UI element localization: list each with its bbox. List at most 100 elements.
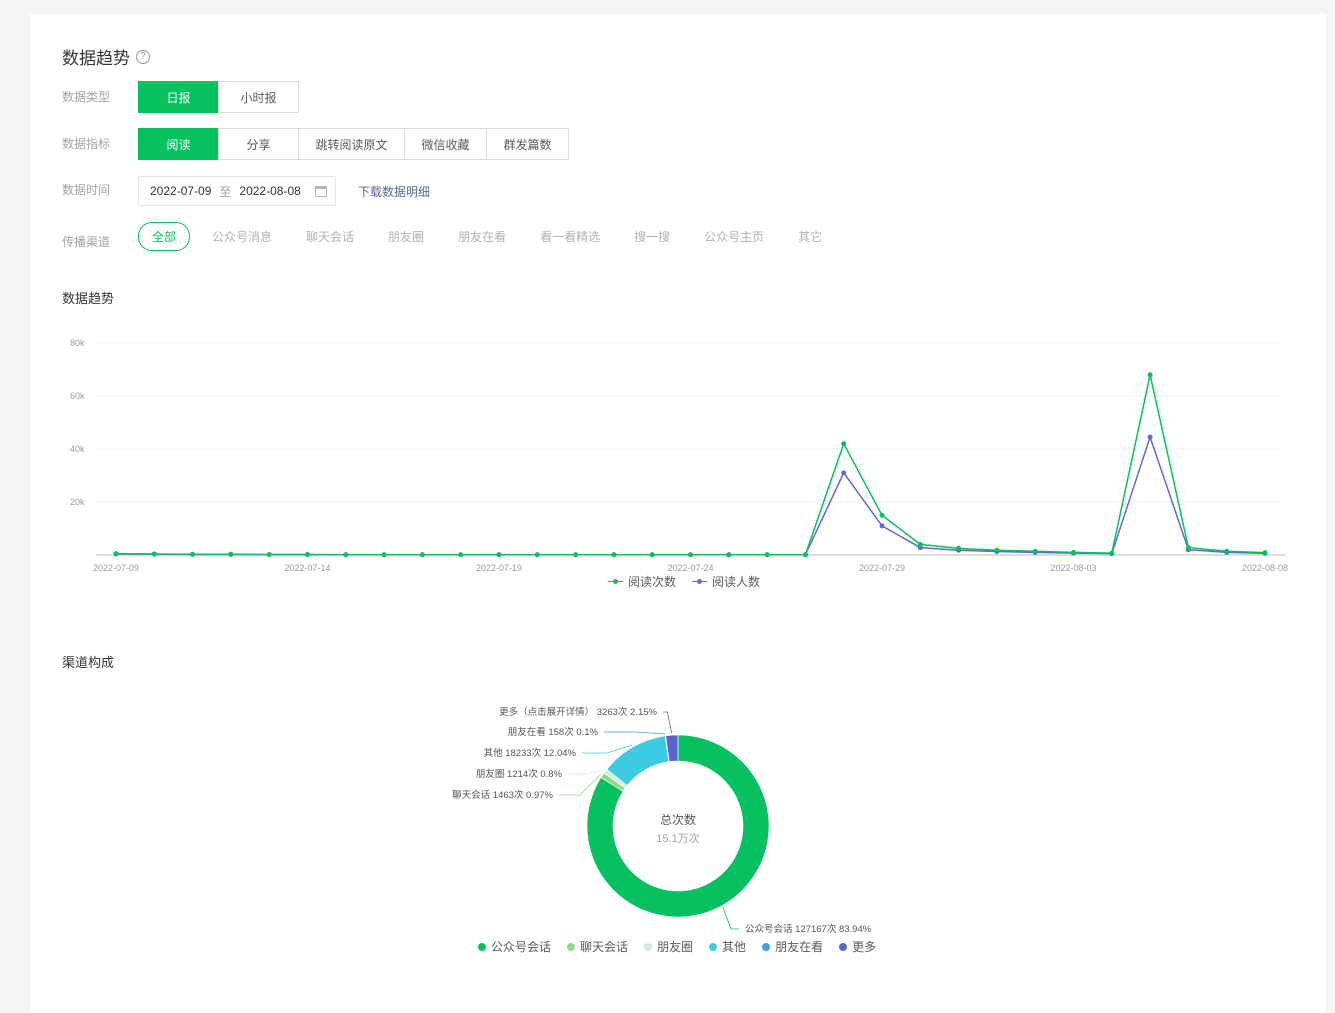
legend-item[interactable]: 阅读人数 — [692, 573, 760, 590]
page-title-text: 数据趋势 — [62, 49, 130, 68]
slice-label: 其他 18233次 12.04% — [484, 747, 577, 759]
data-point — [688, 552, 693, 558]
date-range-picker[interactable]: 2022-07-09 至 2022-08-08 — [138, 176, 336, 206]
data-point — [573, 552, 579, 558]
legend-item[interactable]: 聊天会话 — [567, 938, 628, 955]
legend-item[interactable]: 阅读次数 — [608, 573, 676, 590]
legend-item[interactable]: 朋友圈 — [644, 938, 693, 955]
data-point — [419, 552, 425, 558]
data-point — [1262, 550, 1268, 556]
data-point — [343, 552, 349, 558]
data-point — [1185, 545, 1191, 551]
data-type-label: 数据类型 — [62, 90, 111, 104]
date-end: 2022-08-08 — [239, 184, 301, 198]
data-point — [879, 512, 885, 518]
x-tick-label: 2022-07-14 — [284, 563, 330, 573]
data-point — [305, 551, 310, 557]
data-point — [611, 552, 617, 558]
data-point — [228, 551, 234, 557]
x-tick-label: 2022-07-19 — [476, 563, 522, 573]
date-separator: 至 — [219, 184, 232, 199]
metric-publish-count[interactable]: 群发篇数 — [486, 128, 569, 160]
legend-label: 朋友圈 — [657, 940, 694, 954]
x-tick-label: 2022-07-24 — [667, 563, 713, 573]
data-point — [1147, 372, 1153, 378]
donut-slice — [665, 734, 679, 762]
channel-selector: 全部 公众号消息 聊天会话 朋友圈 朋友在看 看一看精选 搜一搜 公众号主页 其… — [138, 222, 856, 251]
composition-title: 渠道构成 — [62, 655, 115, 670]
composition-legend: 公众号会话 聊天会话 朋友圈 其他 朋友在看 更多 — [478, 938, 892, 955]
legend-label: 更多 — [852, 940, 877, 954]
x-tick-label: 2022-08-03 — [1050, 563, 1096, 573]
legend-line-icon — [608, 579, 623, 584]
legend-dot-icon — [762, 942, 771, 951]
date-start: 2022-07-09 — [150, 184, 212, 198]
metric-label: 数据指标 — [62, 137, 111, 151]
legend-dot-icon — [709, 942, 718, 951]
time-label: 数据时间 — [62, 183, 111, 197]
y-tick-label: 20k — [70, 497, 85, 507]
slice-label: 朋友在看 158次 0.1% — [508, 726, 599, 738]
data-point — [802, 552, 808, 558]
y-tick-label: 40k — [70, 444, 85, 454]
legend-item[interactable]: 其他 — [709, 938, 746, 955]
channel-official-home[interactable]: 公众号主页 — [704, 230, 765, 244]
legend-line-icon — [692, 579, 708, 584]
download-details-link[interactable]: 下载数据明细 — [358, 185, 431, 199]
label-leader-line — [604, 731, 666, 735]
series-line — [115, 374, 1266, 556]
data-point — [649, 552, 655, 558]
data-type-hourly[interactable]: 小时报 — [218, 81, 299, 113]
metric-favorite[interactable]: 微信收藏 — [404, 128, 487, 160]
channel-official-msg[interactable]: 公众号消息 — [212, 230, 273, 244]
trend-legend: 阅读次数 阅读人数 — [608, 573, 776, 590]
channel-top-stories[interactable]: 看一看精选 — [540, 230, 601, 244]
data-point — [266, 551, 272, 557]
slice-label: 朋友圈 1214次 0.8% — [476, 768, 563, 780]
legend-label: 阅读次数 — [628, 575, 677, 589]
legend-item[interactable]: 朋友在看 — [762, 938, 823, 955]
data-point — [496, 552, 502, 558]
legend-label: 聊天会话 — [580, 940, 629, 954]
page-title: 数据趋势 ? — [62, 44, 150, 69]
y-tick-label: 60k — [70, 391, 85, 401]
donut-slice — [586, 734, 770, 918]
help-icon[interactable]: ? — [136, 49, 150, 64]
channel-friends-watching[interactable]: 朋友在看 — [458, 230, 507, 244]
data-point — [764, 552, 770, 558]
donut-center-value: 15.1万次 — [656, 831, 699, 845]
channel-chat[interactable]: 聊天会话 — [306, 230, 355, 244]
y-tick-label: 80k — [70, 338, 85, 348]
data-type-daily[interactable]: 日报 — [138, 81, 219, 113]
channel-search[interactable]: 搜一搜 — [634, 230, 671, 244]
calendar-icon — [314, 185, 327, 197]
legend-item[interactable]: 公众号会话 — [478, 938, 551, 955]
series-line — [115, 434, 1266, 556]
legend-dot-icon — [478, 942, 486, 951]
data-point — [151, 551, 157, 557]
data-point — [726, 552, 732, 558]
metric-jump-original[interactable]: 跳转阅读原文 — [298, 128, 405, 160]
label-leader-line — [582, 744, 632, 754]
data-point — [917, 541, 923, 547]
legend-item[interactable]: 更多 — [839, 938, 876, 955]
data-point — [994, 547, 1000, 553]
slice-label: 聊天会话 1463次 0.97% — [452, 789, 553, 801]
data-point — [113, 551, 119, 557]
metric-read[interactable]: 阅读 — [138, 128, 219, 160]
metric-share[interactable]: 分享 — [218, 128, 299, 160]
channel-all[interactable]: 全部 — [138, 222, 191, 251]
donut-center-label: 总次数 — [660, 812, 696, 827]
data-point — [1147, 434, 1153, 440]
label-leader-line — [663, 711, 673, 734]
legend-label: 朋友在看 — [775, 940, 824, 954]
trend-line-chart: 20k 40k 60k 80k 2022-07-09 2022-07-14 2022-07-… — [70, 338, 1288, 573]
x-tick-label: 2022-07-29 — [859, 563, 905, 573]
legend-dot-icon — [644, 942, 653, 951]
channel-other[interactable]: 其它 — [798, 230, 823, 244]
x-tick-label: 2022-08-08 — [1242, 563, 1288, 573]
data-point — [458, 552, 464, 558]
legend-dot-icon — [567, 942, 576, 951]
channel-moments[interactable]: 朋友圈 — [388, 230, 425, 244]
x-tick-label: 2022-07-09 — [93, 563, 139, 573]
